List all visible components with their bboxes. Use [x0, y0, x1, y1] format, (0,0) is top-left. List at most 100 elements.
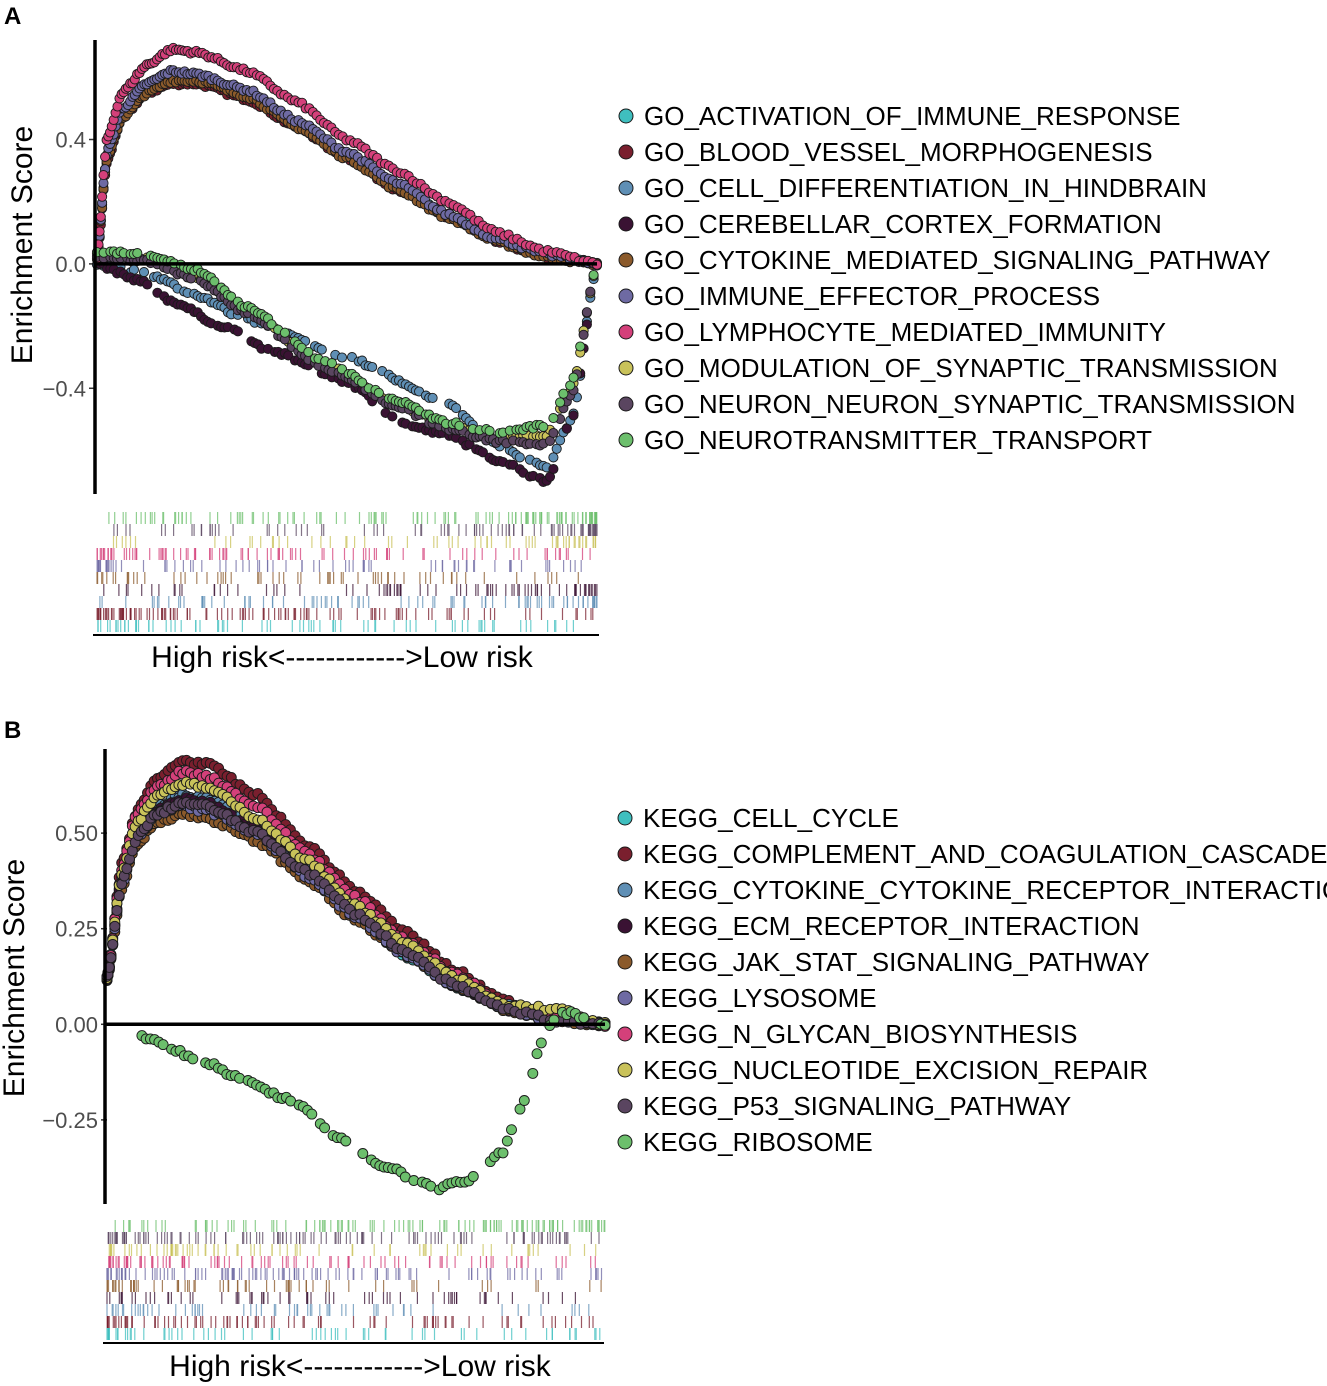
y-tick-label: 0.0 — [55, 252, 86, 277]
y-tick-label: 0.00 — [55, 1012, 98, 1037]
data-point — [336, 352, 348, 363]
data-point — [514, 1103, 526, 1115]
legend-label: GO_IMMUNE_EFFECTOR_PROCESS — [644, 281, 1100, 311]
data-point — [548, 452, 559, 463]
data-point — [121, 863, 133, 875]
data-point — [548, 463, 559, 475]
legend-swatch — [618, 396, 634, 412]
legend-item-go-blood-vessel-morphogenesis: GO_BLOOD_VESSEL_MORPHOGENESIS — [618, 137, 1153, 167]
legend-label: KEGG_RIBOSOME — [643, 1127, 873, 1157]
legend-swatch — [618, 252, 634, 268]
rug-go-lymphocyte-mediated-immunity — [96, 548, 591, 560]
panel-b-y-ticks: −0.25 0.00 0.25 0.50 — [42, 821, 107, 1133]
panel-b-points — [101, 754, 611, 1196]
data-point — [514, 452, 525, 463]
data-point — [467, 1171, 479, 1182]
data-point — [477, 447, 488, 458]
rug-kegg-cell-cycle — [106, 1328, 601, 1340]
legend-swatch — [618, 288, 634, 304]
panel-a-y-axis-label: Enrichment Score — [6, 126, 39, 364]
data-point — [551, 443, 562, 454]
rug-go-cerebellar-cortex-formation — [103, 584, 598, 596]
data-point — [581, 307, 592, 318]
legend-swatch — [618, 108, 634, 124]
rug-kegg-complement-and-coagulation-cascades — [106, 1316, 594, 1328]
y-tick-label: −0.4 — [43, 376, 86, 401]
data-point — [484, 425, 495, 436]
data-point — [568, 372, 579, 383]
data-point — [429, 966, 441, 978]
data-point — [548, 427, 559, 439]
rug-go-cell-differentiation-in-hindbrain — [99, 596, 598, 608]
legend-label: GO_CELL_DIFFERENTIATION_IN_HINDBRAIN — [644, 173, 1207, 203]
legend-label: KEGG_CYTOKINE_CYTOKINE_RECEPTOR_INTERACT… — [643, 875, 1327, 905]
legend-item-kegg-complement-and-coagulation-cascades: KEGG_COMPLEMENT_AND_COAGULATION_CASCADES — [617, 839, 1327, 869]
data-point — [588, 269, 599, 281]
data-point — [306, 1108, 318, 1120]
data-point — [568, 410, 579, 421]
y-tick-label: 0.4 — [55, 128, 86, 153]
legend-item-kegg-nucleotide-excision-repair: KEGG_NUCLEOTIDE_EXCISION_REPAIR — [617, 1055, 1148, 1085]
data-point — [427, 392, 438, 403]
rug-go-activation-of-immune-response — [97, 620, 575, 632]
data-point — [451, 403, 462, 414]
legend-label: GO_CYTOKINE_MEDIATED_SIGNALING_PATHWAY — [644, 245, 1271, 275]
legend-label: KEGG_JAK_STAT_SIGNALING_PATHWAY — [643, 947, 1150, 977]
legend-swatch — [617, 954, 633, 970]
data-point — [303, 346, 314, 358]
legend-label: GO_MODULATION_OF_SYNAPTIC_TRANSMISSION — [644, 353, 1278, 383]
legend-label: KEGG_N_GLYCAN_BIOSYNTHESIS — [643, 1019, 1077, 1049]
data-point — [578, 329, 589, 340]
rug-go-blood-vessel-morphogenesis — [96, 608, 594, 620]
series-go-immune-effector-process — [91, 65, 603, 271]
data-point — [561, 423, 572, 434]
panel-b-x-axis-label: High risk<------------>Low risk — [169, 1350, 552, 1383]
legend-label: GO_NEURON_NEURON_SYNAPTIC_TRANSMISSION — [644, 389, 1296, 419]
rug-go-modulation-of-synaptic-transmission — [112, 536, 597, 548]
data-point — [113, 890, 125, 902]
data-point — [555, 397, 566, 408]
legend-swatch — [617, 918, 633, 934]
data-point — [548, 413, 559, 424]
data-point — [527, 1067, 539, 1079]
legend-label: GO_BLOOD_VESSEL_MORPHOGENESIS — [644, 137, 1153, 167]
legend-label: KEGG_CELL_CYCLE — [643, 803, 899, 833]
rug-kegg-jak-stat-signaling-pathway — [106, 1280, 602, 1292]
panel-a: A Enrichment Score −0.4 0.0 0.4 High risk<… — [4, 3, 1296, 674]
legend-swatch — [618, 180, 634, 196]
legend-swatch — [617, 1026, 633, 1042]
legend-swatch — [617, 1062, 633, 1078]
data-point — [326, 358, 337, 369]
data-point — [373, 387, 384, 398]
data-point — [138, 267, 150, 278]
legend-swatch — [618, 360, 634, 376]
data-point — [226, 291, 237, 302]
legend-label: KEGG_ECM_RECEPTOR_INTERACTION — [643, 911, 1140, 941]
data-point — [497, 1147, 509, 1159]
series-kegg-ribosome — [136, 1006, 611, 1196]
data-point — [319, 1122, 331, 1134]
data-point — [100, 151, 111, 162]
panel-a-legend: GO_ACTIVATION_OF_IMMUNE_RESPONSE GO_BLOOD… — [618, 101, 1296, 455]
rug-go-neuron-neuron-synaptic-transmission — [113, 524, 598, 536]
legend-item-kegg-n-glycan-biosynthesis: KEGG_N_GLYCAN_BIOSYNTHESIS — [617, 1019, 1077, 1049]
y-tick-label: −0.25 — [42, 1108, 98, 1133]
legend-swatch — [617, 1098, 633, 1114]
legend-label: GO_CEREBELLAR_CORTEX_FORMATION — [644, 209, 1162, 239]
legend-swatch — [618, 216, 634, 232]
data-point — [209, 276, 220, 287]
legend-item-go-activation-of-immune-response: GO_ACTIVATION_OF_IMMUNE_RESPONSE — [618, 101, 1180, 131]
data-point — [232, 326, 243, 337]
legend-swatch — [617, 882, 633, 898]
legend-item-kegg-jak-stat-signaling-pathway: KEGG_JAK_STAT_SIGNALING_PATHWAY — [617, 947, 1150, 977]
legend-swatch — [618, 432, 634, 448]
rug-kegg-lysosome — [106, 1268, 603, 1280]
panel-a-letter: A — [4, 3, 21, 30]
data-point — [279, 327, 290, 338]
data-point — [575, 341, 586, 352]
y-tick-label: 0.50 — [55, 821, 98, 846]
panel-b-rug — [106, 1220, 606, 1340]
data-point — [558, 388, 569, 399]
data-point — [187, 1053, 199, 1065]
data-point — [367, 361, 378, 373]
